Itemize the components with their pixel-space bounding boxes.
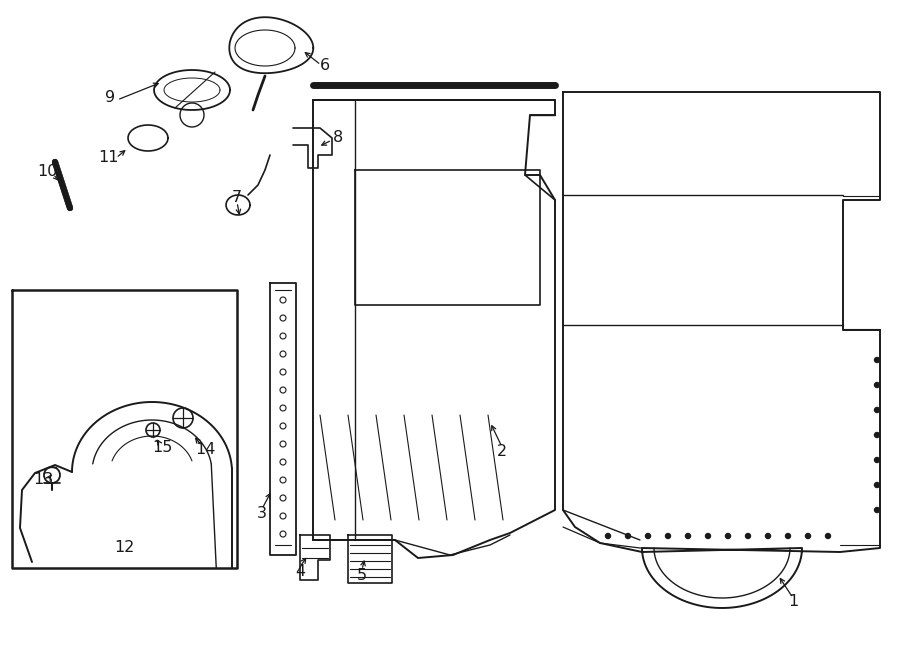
Circle shape	[606, 533, 610, 539]
Text: 13: 13	[33, 473, 53, 488]
Text: 3: 3	[257, 506, 267, 520]
Text: 11: 11	[98, 151, 118, 165]
Circle shape	[665, 533, 670, 539]
Circle shape	[825, 533, 831, 539]
Text: 15: 15	[152, 440, 172, 455]
Circle shape	[745, 533, 751, 539]
Text: 14: 14	[194, 442, 215, 457]
Circle shape	[766, 533, 770, 539]
Text: 8: 8	[333, 130, 343, 145]
Text: 10: 10	[37, 165, 58, 180]
Circle shape	[875, 358, 879, 362]
Circle shape	[875, 483, 879, 488]
Circle shape	[875, 508, 879, 512]
Circle shape	[626, 533, 631, 539]
Circle shape	[786, 533, 790, 539]
Circle shape	[686, 533, 690, 539]
Text: 2: 2	[497, 444, 507, 459]
Text: 6: 6	[320, 58, 330, 73]
Circle shape	[875, 383, 879, 387]
Text: 7: 7	[232, 190, 242, 204]
Circle shape	[725, 533, 731, 539]
Text: 4: 4	[295, 564, 305, 580]
Circle shape	[875, 457, 879, 463]
Circle shape	[706, 533, 710, 539]
Text: 5: 5	[357, 568, 367, 582]
Circle shape	[806, 533, 811, 539]
Text: 12: 12	[113, 541, 134, 555]
Circle shape	[875, 432, 879, 438]
Circle shape	[875, 407, 879, 412]
Circle shape	[645, 533, 651, 539]
Text: 1: 1	[788, 594, 798, 609]
Text: 9: 9	[105, 91, 115, 106]
